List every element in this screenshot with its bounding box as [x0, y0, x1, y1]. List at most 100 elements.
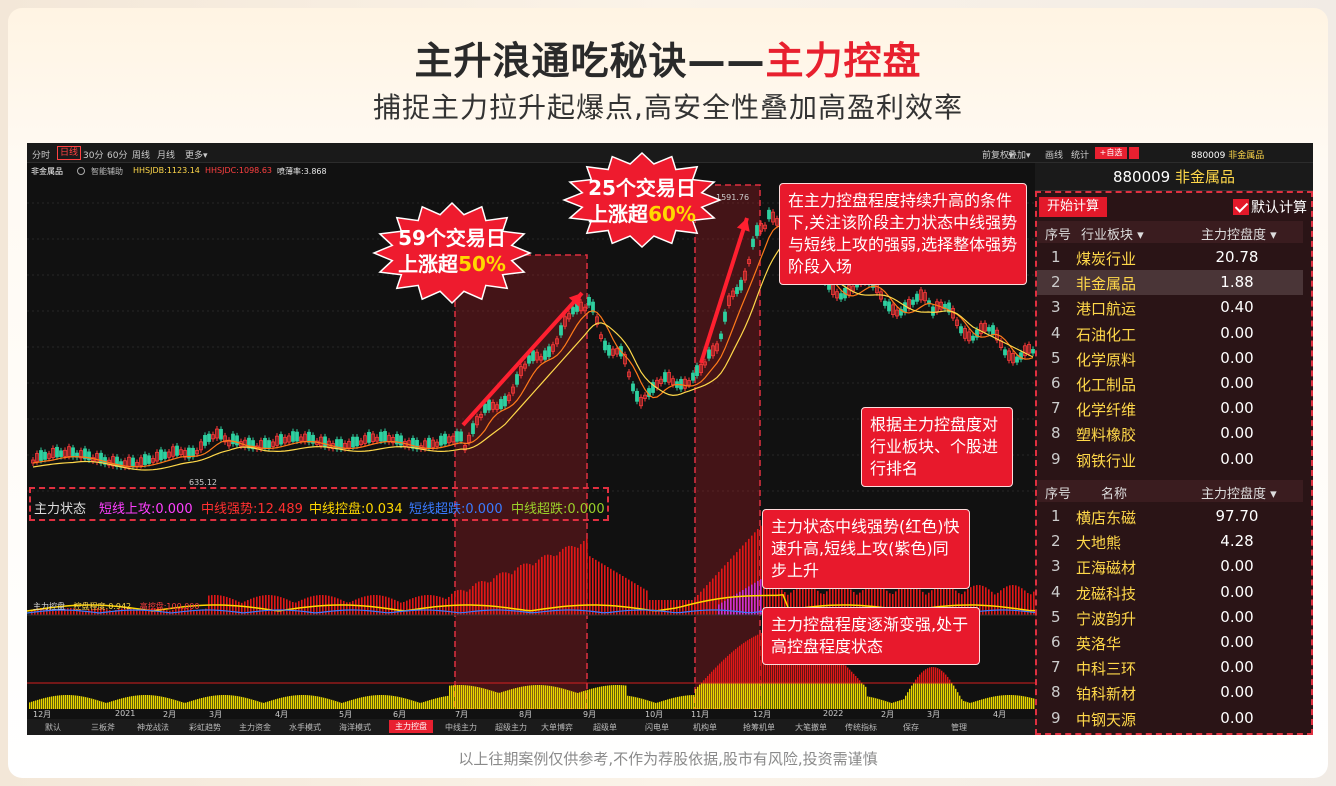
table-row[interactable]: 2 非金属品 1.88 — [1037, 270, 1303, 296]
control-yellow-bar — [593, 688, 595, 709]
add-watchlist-button[interactable]: +自选 — [1095, 147, 1127, 159]
candle — [943, 303, 947, 310]
indicator-tab[interactable]: 水手模式 — [289, 723, 321, 732]
tab-timeframe-more[interactable]: 更多▾ — [185, 151, 208, 161]
candle — [947, 302, 951, 313]
sort-stock-control-button[interactable]: 主力控盘度 ▾ — [1201, 487, 1277, 502]
indicator-tab[interactable]: 主力控盘 — [389, 720, 433, 733]
tab-timeframe-60min[interactable]: 60分 — [107, 151, 128, 161]
state-bar — [64, 608, 66, 615]
indicator-tab[interactable]: 彩虹趋势 — [189, 723, 221, 732]
short-attack-bar — [760, 579, 762, 615]
table-row[interactable]: 8 铂科新材 0.00 — [1051, 683, 1254, 704]
table-row[interactable]: 8 塑料橡胶 0.00 — [1051, 424, 1254, 445]
indicator-tab[interactable]: 三板斧 — [91, 723, 115, 732]
callout-ranking: 根据主力控盘度对行业板块、个股进行排名 — [861, 407, 1013, 487]
state-bar — [337, 598, 339, 615]
control-yellow-bar — [899, 700, 901, 709]
indicator-tab[interactable]: 超级主力 — [495, 723, 527, 732]
control-yellow-bar — [555, 686, 557, 709]
state-bar — [355, 599, 357, 615]
tab-timeframe-monthly[interactable]: 月线 — [157, 151, 176, 161]
table-row[interactable]: 1 煤炭行业 20.78 — [1051, 248, 1259, 268]
stats-button[interactable]: 统计 — [1071, 151, 1090, 161]
adjust-dropdown[interactable]: 前复权▾ — [982, 151, 1014, 161]
info-assist[interactable]: 智能辅助 — [91, 167, 123, 176]
table-row[interactable]: 3 正海磁材 0.00 — [1051, 557, 1254, 578]
table-row[interactable]: 4 龙磁科技 0.00 — [1051, 582, 1254, 603]
dropdown-circle-icon[interactable] — [77, 167, 85, 175]
control-yellow-bar — [233, 695, 235, 709]
table-row[interactable]: 9 钢铁行业 0.00 — [1051, 449, 1254, 470]
start-calc-button[interactable]: 开始计算 — [1039, 197, 1107, 217]
table-row[interactable]: 3 港口航运 0.40 — [1051, 298, 1254, 319]
indicator-tab[interactable]: 管理 — [951, 723, 967, 732]
kline-chart[interactable]: 635.12 1591.76 — [27, 163, 1035, 709]
table-row[interactable]: 6 化工制品 0.00 — [1051, 374, 1254, 394]
indicator-tab[interactable]: 神龙战法 — [137, 723, 169, 732]
indicator-tab[interactable]: 保存 — [903, 723, 919, 732]
short-attack-bar — [739, 591, 741, 615]
overlay-dropdown[interactable]: 叠加▾ — [1008, 151, 1031, 161]
table-row[interactable]: 7 中科三环 0.00 — [1051, 658, 1254, 679]
indicator-tab[interactable]: 海洋模式 — [339, 723, 371, 732]
tab-timeframe-daily[interactable]: 日线 — [57, 146, 82, 160]
indicator-tab[interactable]: 超级单 — [593, 723, 617, 732]
watchlist-dropdown[interactable] — [1129, 147, 1139, 159]
state-bar — [115, 609, 117, 615]
indicator-tab[interactable]: 传统指标 — [845, 723, 877, 732]
control-yellow-bar — [727, 683, 729, 709]
control-yellow-bar — [689, 695, 691, 709]
control-yellow-bar — [387, 695, 389, 709]
state-bar — [964, 591, 966, 615]
control-red-bar — [931, 667, 933, 683]
candle — [451, 435, 455, 443]
control-yellow-bar — [355, 698, 357, 709]
tab-timeframe-minute[interactable]: 分时 — [32, 151, 51, 161]
table-row[interactable]: 2 大地熊 4.28 — [1051, 532, 1254, 553]
control-red-bar — [929, 667, 931, 683]
table-row[interactable]: 6 英洛华 0.00 — [1051, 633, 1254, 653]
control-yellow-bar — [467, 685, 469, 709]
indicator-tab[interactable]: 大笔撤单 — [795, 723, 827, 732]
control-yellow-bar — [623, 685, 625, 709]
sort-sector-button[interactable]: 行业板块 ▾ — [1081, 228, 1144, 243]
control-yellow-bar — [845, 683, 847, 709]
control-yellow-bar — [923, 683, 925, 709]
sort-control-button[interactable]: 主力控盘度 ▾ — [1201, 228, 1277, 243]
table-row[interactable]: 4 石油化工 0.00 — [1051, 323, 1254, 344]
table-row[interactable]: 5 化学原料 0.00 — [1051, 348, 1254, 369]
state-bar — [118, 609, 120, 615]
info-ratio: 喷薄率:3.868 — [277, 167, 327, 176]
indicator-tab[interactable]: 机构单 — [693, 723, 717, 732]
control-yellow-bar — [675, 697, 677, 709]
control-red-bar — [941, 670, 943, 683]
tab-timeframe-30min[interactable]: 30分 — [83, 151, 104, 161]
table-row[interactable]: 7 化学纤维 0.00 — [1051, 399, 1254, 420]
control-yellow-bar — [541, 685, 543, 709]
state-bar — [949, 586, 951, 615]
indicator-tab[interactable]: 闪电单 — [645, 723, 669, 732]
table-row[interactable]: 5 宁波韵升 0.00 — [1051, 607, 1254, 628]
control-yellow-bar — [797, 683, 799, 709]
state-bar — [283, 598, 285, 615]
state-bar — [76, 608, 78, 615]
candle — [139, 457, 143, 466]
state-bar — [559, 551, 561, 615]
indicator-tab[interactable]: 主力资金 — [239, 723, 271, 732]
draw-line-button[interactable]: 画线 — [1045, 151, 1064, 161]
indicator-tab[interactable]: 大单博弈 — [541, 723, 573, 732]
candle — [635, 390, 639, 402]
table-row[interactable]: 1 横店东磁 97.70 — [1051, 507, 1259, 527]
default-calc-checkbox[interactable] — [1233, 199, 1249, 215]
indicator-tab[interactable]: 默认 — [45, 723, 61, 732]
indicator-tab[interactable]: 抢筹机单 — [743, 723, 775, 732]
tab-timeframe-weekly[interactable]: 周线 — [132, 151, 151, 161]
control-yellow-bar — [377, 695, 379, 709]
state-bar — [667, 600, 669, 615]
table-row[interactable]: 9 中钢天源 0.00 — [1051, 708, 1254, 729]
indicator-tab[interactable]: 中线主力 — [445, 723, 477, 732]
candle — [747, 259, 751, 264]
control-yellow-bar — [729, 683, 731, 709]
candle — [311, 434, 315, 444]
